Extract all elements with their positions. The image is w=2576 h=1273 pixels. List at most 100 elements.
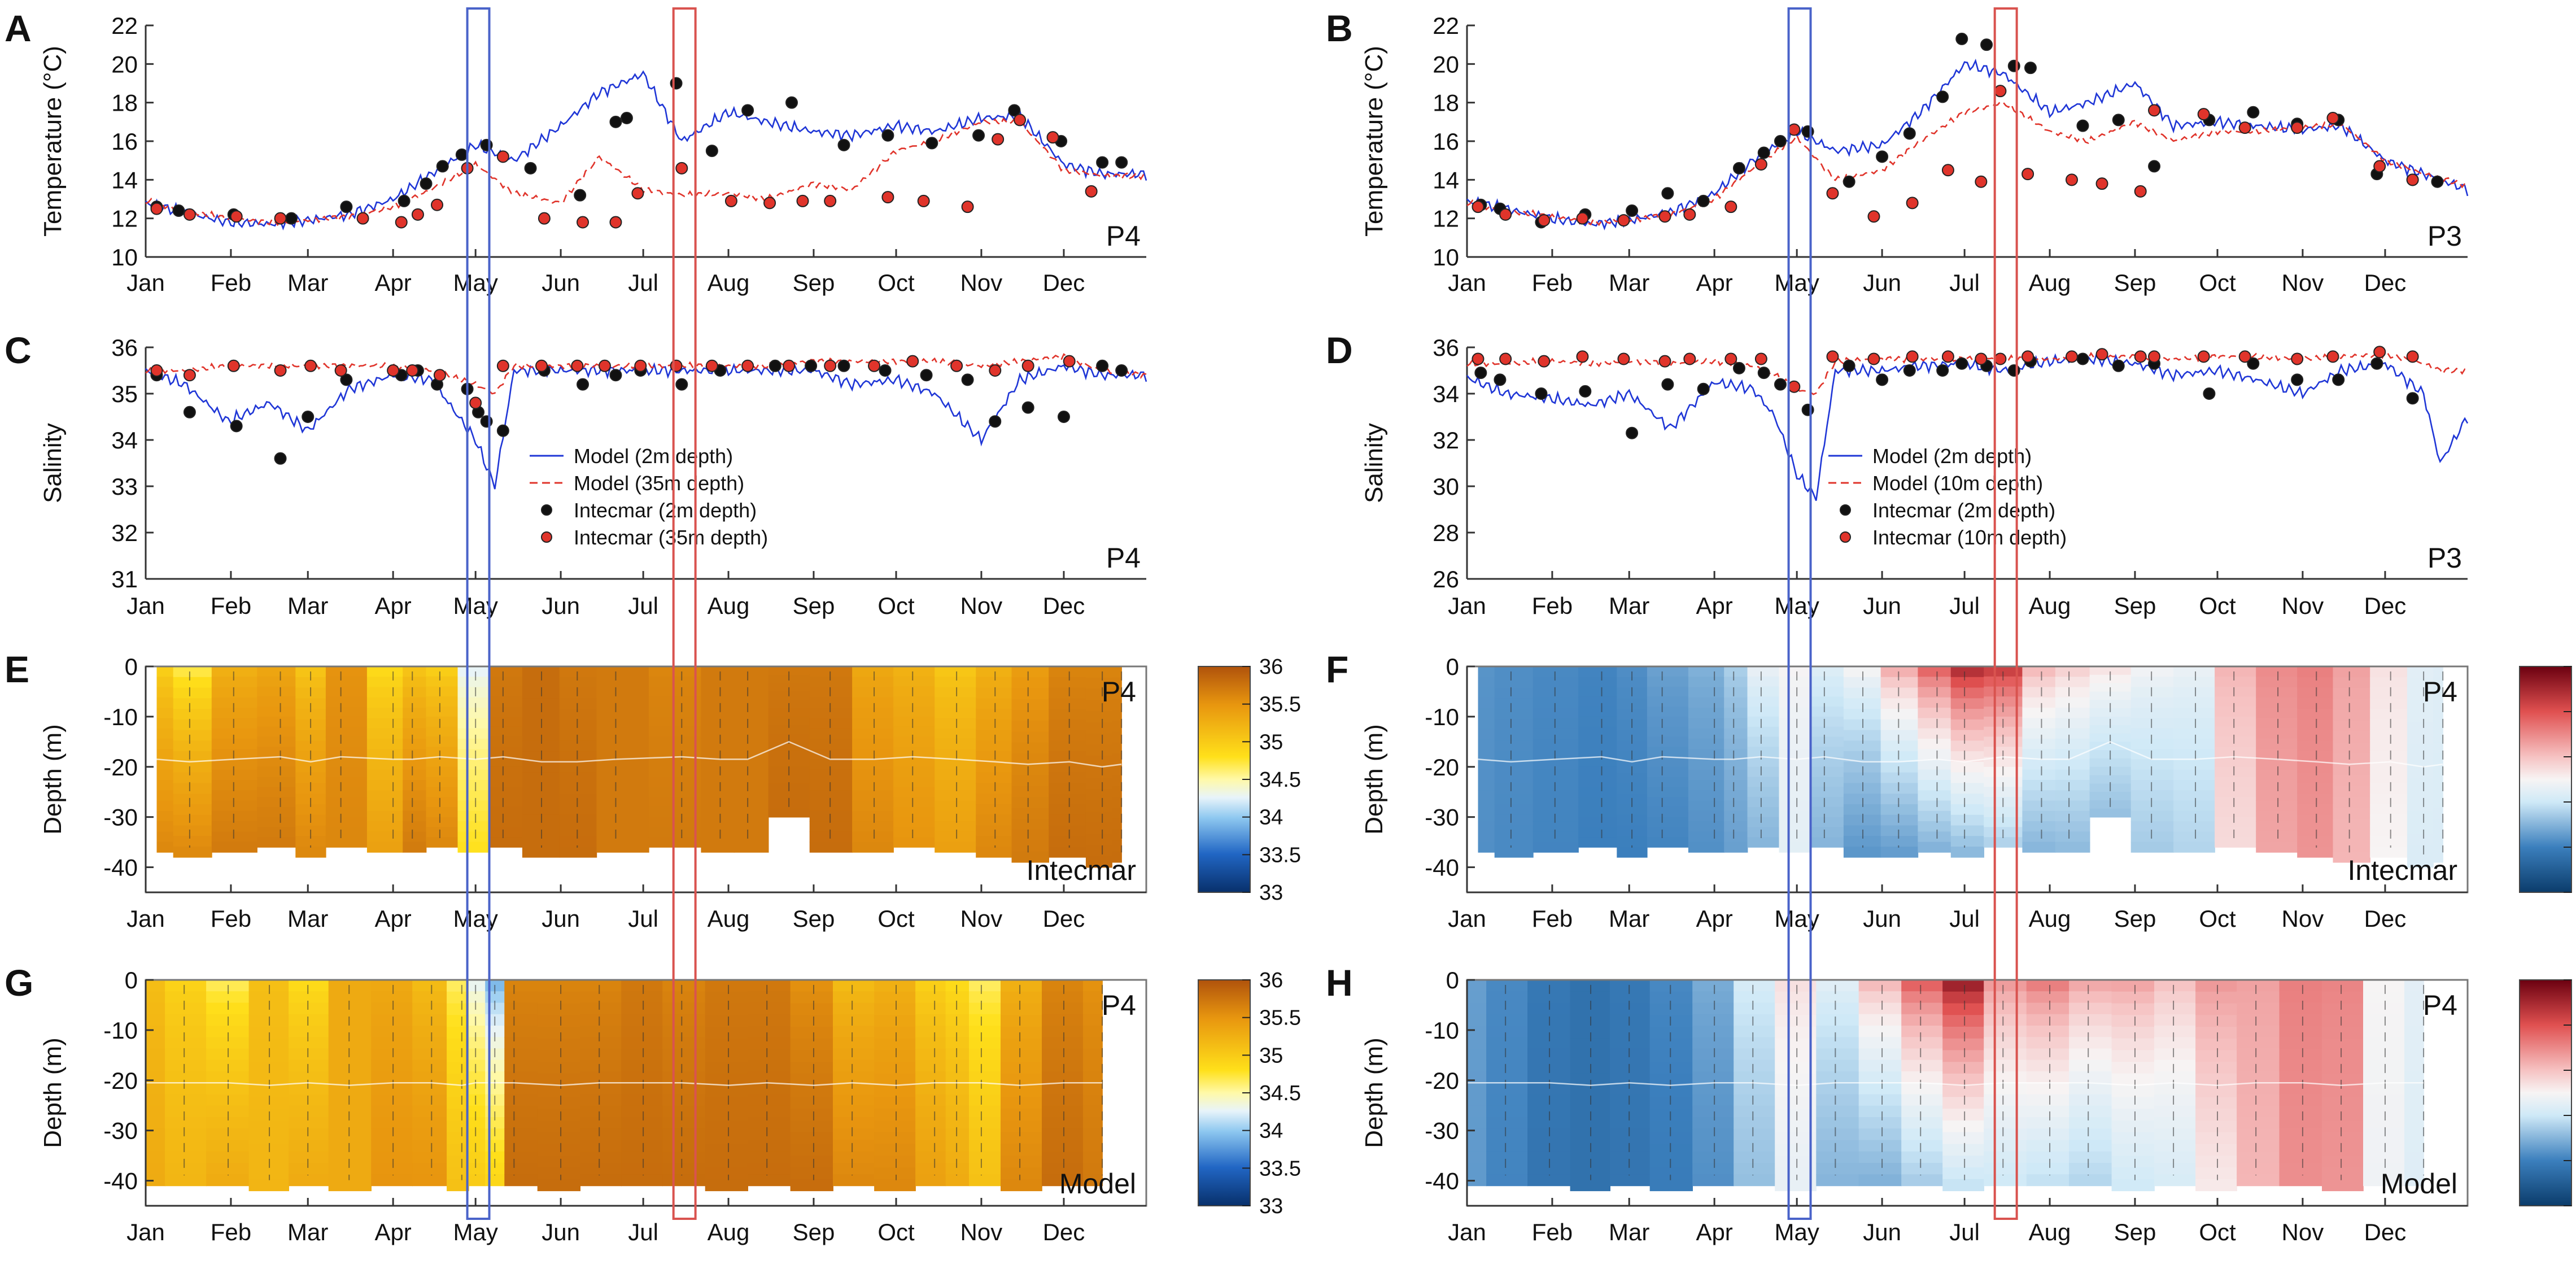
heatmap-cell [1085,834,1112,845]
heatmap-cell [1610,1140,1651,1152]
heatmap-cell [1042,1026,1084,1037]
heatmap-cell [2111,1109,2155,1121]
heatmap-cell [537,1132,580,1145]
x-tick-label: Nov [960,1219,1003,1245]
heatmap-cell [457,687,490,698]
heatmap-cell [366,697,403,708]
heatmap-cell [596,708,649,719]
y-tick-label: 16 [111,128,138,155]
heatmap-cell [701,738,735,749]
heatmap-cell [1647,806,1689,818]
heatmap-cell [447,991,469,1004]
obs-point-deep [705,359,718,372]
obs-point-deep [1499,352,1512,365]
heatmap-cell [447,1120,469,1133]
legend-swatch [1840,531,1851,543]
heatmap-cell [1578,806,1618,818]
y-tick-label: 35 [111,381,138,407]
heatmap-cell [2173,718,2215,729]
heatmap-cell [248,1038,289,1051]
heatmap-cell [289,1174,329,1187]
heatmap-cell [366,728,403,739]
x-tick-label: May [453,905,497,932]
y-tick-label: 12 [111,206,138,232]
heatmap-cell [2279,1163,2322,1175]
obs-point-surface [705,145,718,158]
heatmap-cell [1042,1151,1084,1163]
heatmap-cell [2089,758,2132,768]
heatmap-cell [2256,831,2298,843]
heatmap-cell [1775,1015,1817,1027]
heatmap-cell [366,800,403,812]
heatmap-cell [1688,666,1724,678]
heatmap-cell [1810,696,1844,707]
heatmap-cell [596,780,649,791]
heatmap-cell [289,1163,329,1175]
heatmap-cell [1984,837,2023,848]
heatmap-cell [469,1014,486,1026]
obs-point-deep [1658,210,1671,223]
heatmap-cell [976,814,1012,826]
heatmap-cell [165,1026,207,1037]
heatmap-cell [1647,787,1689,797]
heatmap-cell [2237,1014,2280,1026]
x-tick-label: Mar [287,269,328,296]
heatmap-cell [2055,666,2090,678]
heatmap-cell [1724,790,1748,801]
heatmap-cell [1049,847,1086,858]
heatmap-cell [2154,1071,2196,1083]
heatmap-cell [522,740,560,752]
heatmap-cell [768,775,810,784]
y-tick-label: 12 [1433,206,1459,232]
heatmap-cell [1649,991,1693,1004]
heatmap-cell [945,1151,970,1163]
heatmap-cell [1901,1174,1943,1187]
heatmap-cell [1880,751,1919,762]
heatmap-cell [1810,707,1844,717]
heatmap-cell [2370,719,2408,731]
heatmap-cell [403,842,427,853]
heatmap-cell [2279,1128,2322,1141]
heatmap-cell [2333,753,2370,765]
heatmap-cell [1816,1026,1859,1037]
x-tick-label: May [1774,905,1819,932]
heatmap-cell [2279,1014,2322,1026]
heatmap-cell [2055,831,2090,843]
heatmap-cell [1494,761,1534,773]
heatmap-cell [211,697,257,708]
y-axis-label: Temperature (°C) [1360,46,1388,237]
heatmap-cell [2407,677,2434,690]
heatmap-cell [537,1167,580,1180]
heatmap-cell [580,1037,622,1049]
x-tick-label: Aug [2029,592,2071,619]
heatmap-cell [701,769,735,781]
heatmap-cell [156,831,174,843]
heatmap-cell [621,1060,663,1072]
heatmap-cell [447,1144,469,1156]
heatmap-cell [1901,1163,1943,1175]
heatmap-cell [1042,1071,1084,1083]
heatmap-cell [156,708,174,719]
legend-entry: Model (10m depth) [1872,472,2043,495]
heatmap-cell [662,1128,706,1141]
heatmap-cell [705,1050,748,1062]
heatmap-cell [1610,1151,1651,1163]
heatmap-cell [1950,814,1984,826]
panel-letter: G [5,962,33,1004]
obs-point-surface [837,359,850,372]
heatmap-cell [2089,666,2132,675]
heatmap-cell [1617,740,1648,752]
heatmap-cell [412,1117,447,1129]
heatmap-cell [733,769,769,781]
heatmap-cell [426,736,459,747]
heatmap-cell [833,1140,875,1152]
heatmap-cell [1527,1037,1571,1049]
heatmap-cell [1775,1050,1817,1062]
heatmap-cell [173,761,212,773]
x-tick-label: Jun [1863,905,1901,932]
heatmap-cell [371,1140,413,1152]
obs-point-surface [1697,382,1710,395]
heatmap-cell [559,698,597,709]
heatmap-cell [1775,1085,1817,1098]
heatmap-cell [2154,1083,2196,1095]
